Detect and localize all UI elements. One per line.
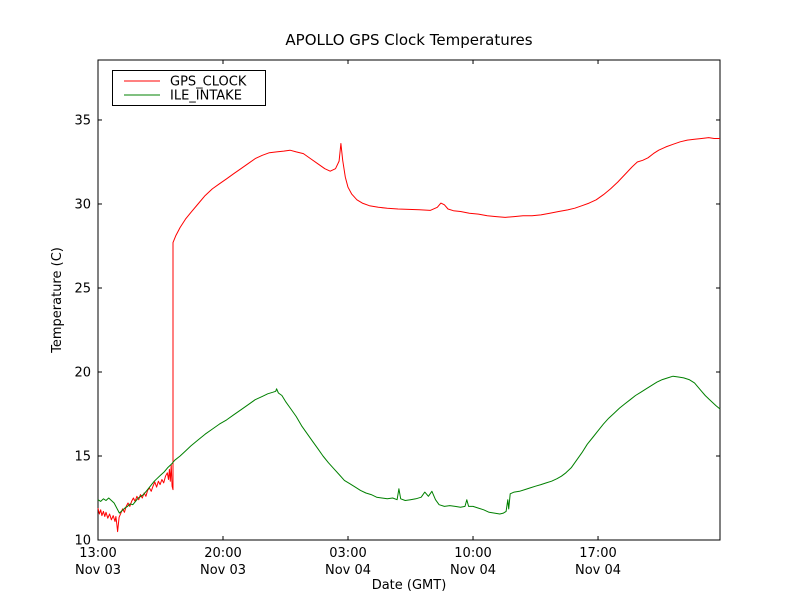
y-tick-label: 15 bbox=[74, 449, 91, 464]
x-tick-label-date: Nov 03 bbox=[75, 563, 121, 578]
series-lines bbox=[97, 137, 721, 533]
legend: GPS_CLOCK ILE_INTAKE bbox=[112, 70, 266, 106]
y-axis-label: Temperature (C) bbox=[50, 247, 65, 354]
y-tick-label: 10 bbox=[74, 534, 91, 549]
chart-title: APOLLO GPS Clock Temperatures bbox=[285, 31, 532, 49]
x-tick-label-time: 10:00 bbox=[454, 546, 491, 561]
x-tick-label-date: Nov 04 bbox=[575, 563, 621, 578]
gps-clock-line bbox=[97, 137, 720, 533]
x-tick-label-time: 03:00 bbox=[329, 546, 366, 561]
ile-intake-line bbox=[97, 375, 721, 515]
x-axis-label: Date (GMT) bbox=[372, 578, 447, 593]
axis-tick-labels: 13:00 Nov 03 20:00 Nov 03 03:00 Nov 04 10:00 No… bbox=[74, 113, 621, 578]
legend-label-ile-intake: ILE_INTAKE bbox=[170, 89, 242, 104]
x-tick-label-date: Nov 04 bbox=[325, 563, 371, 578]
y-tick-label: 20 bbox=[74, 365, 91, 380]
x-tick-label-date: Nov 04 bbox=[450, 563, 496, 578]
x-tick-label-time: 13:00 bbox=[79, 546, 116, 561]
axis-ticks bbox=[97, 60, 720, 541]
y-tick-label: 25 bbox=[74, 281, 91, 296]
x-tick-label-time: 20:00 bbox=[204, 546, 241, 561]
plot-border bbox=[97, 59, 721, 541]
x-tick-label-date: Nov 03 bbox=[200, 563, 246, 578]
x-tick-label-time: 17:00 bbox=[579, 546, 616, 561]
legend-box bbox=[112, 70, 266, 106]
y-tick-label: 35 bbox=[74, 113, 91, 128]
y-tick-label: 30 bbox=[74, 197, 91, 212]
legend-label-gps-clock: GPS_CLOCK bbox=[170, 75, 247, 90]
